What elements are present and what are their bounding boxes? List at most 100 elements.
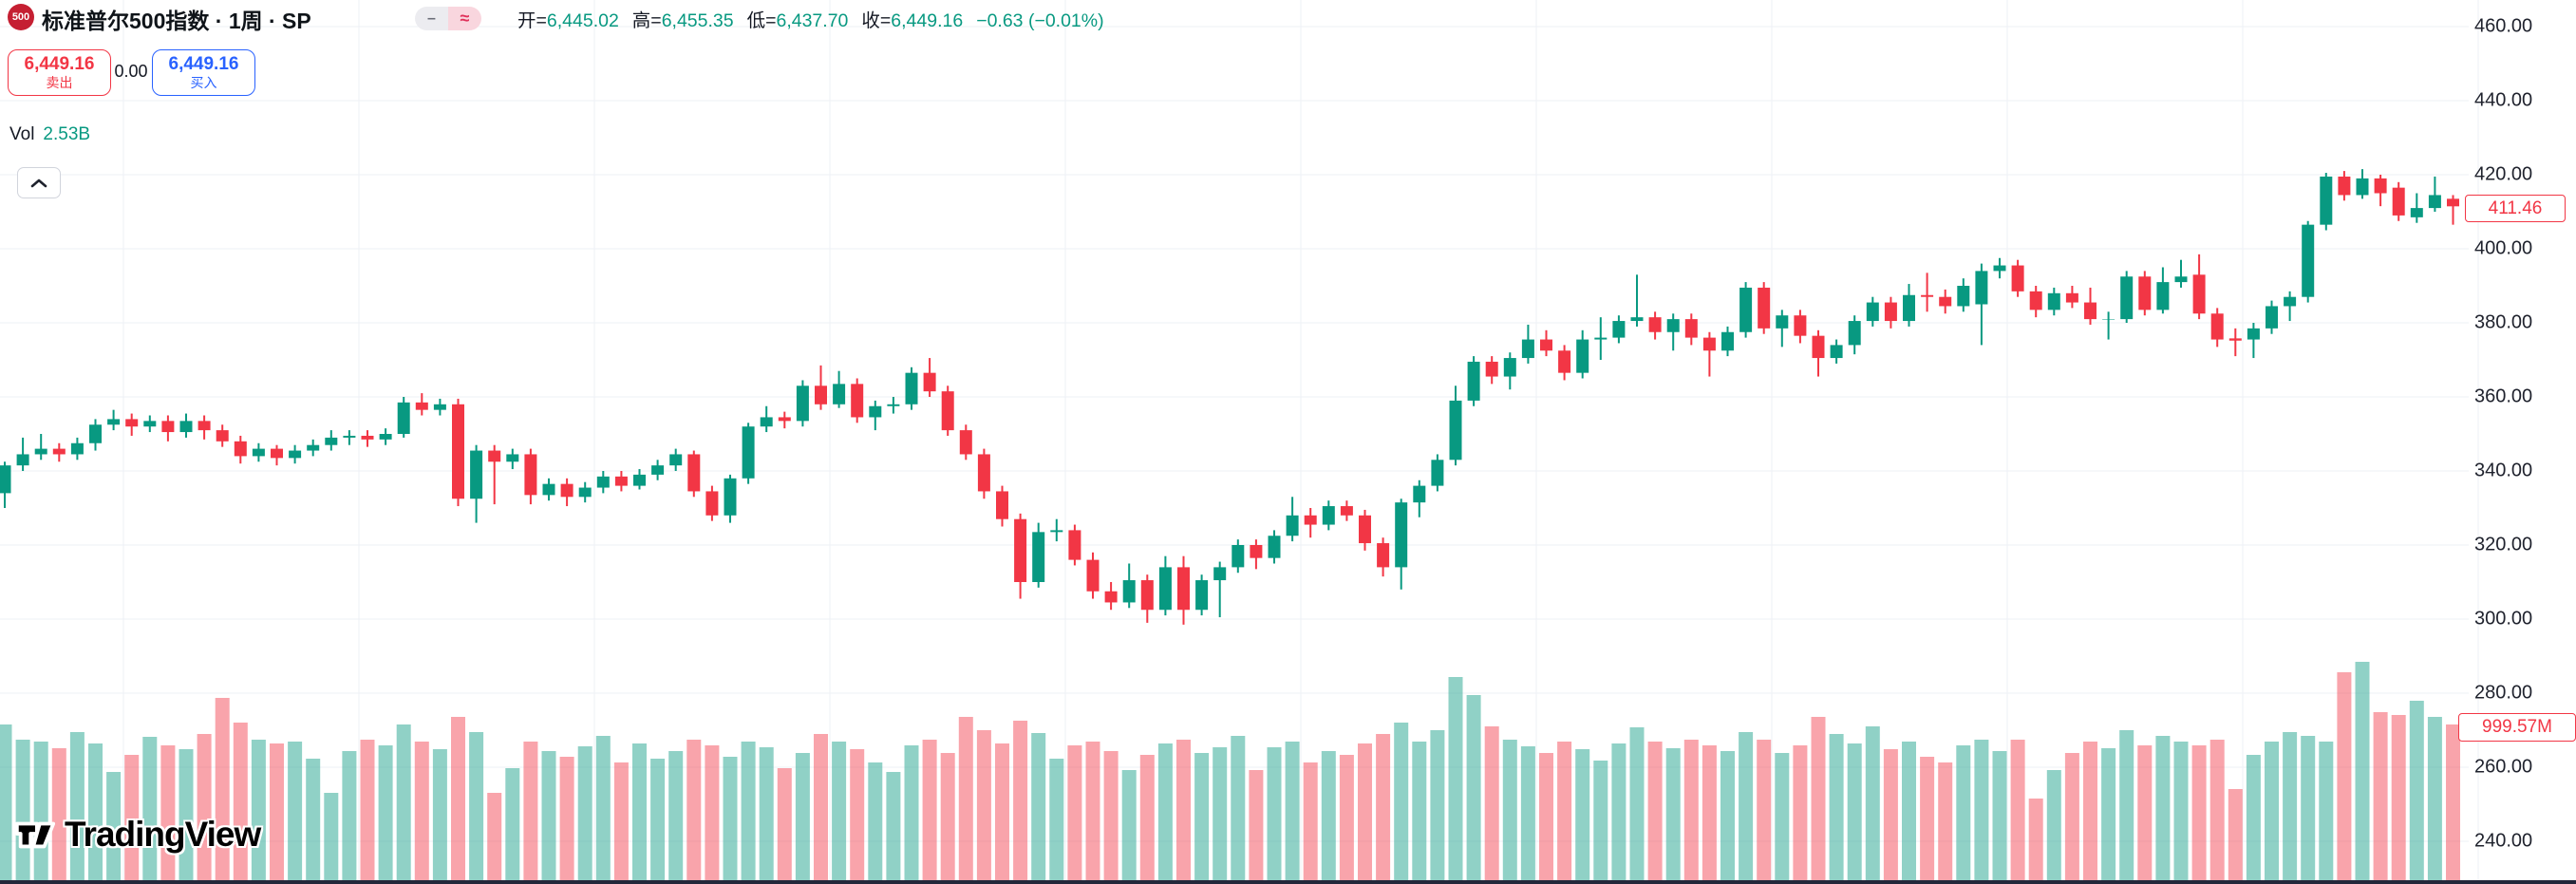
candle-body xyxy=(778,417,791,422)
candle-body xyxy=(161,421,175,433)
price-axis-label: 280.00 xyxy=(2474,682,2533,704)
collapse-panel-button[interactable] xyxy=(17,167,61,198)
candle-body xyxy=(869,405,882,418)
spread-value: 0.00 xyxy=(114,62,148,81)
sell-button[interactable]: 6,449.16 卖出 xyxy=(8,49,111,96)
candle-body xyxy=(851,384,864,418)
volume-bar xyxy=(523,742,538,884)
candle-body xyxy=(452,404,464,499)
volume-bar xyxy=(577,746,592,884)
price-axis-label: 400.00 xyxy=(2474,237,2533,259)
candle-body xyxy=(2447,198,2459,207)
volume-bar xyxy=(1757,740,1772,884)
volume-bar xyxy=(378,745,393,884)
volume-bar xyxy=(1067,745,1082,884)
candle-body xyxy=(2410,208,2423,217)
volume-bar xyxy=(1321,751,1336,884)
volume-bar xyxy=(1448,677,1463,884)
volume-bar xyxy=(1720,751,1735,884)
symbol-title[interactable]: 标准普尔500指数 · 1周 · SP xyxy=(42,9,311,33)
volume-bar xyxy=(0,724,12,884)
candle-wick xyxy=(2107,311,2110,340)
volume-bar xyxy=(1303,762,1318,884)
candle-body xyxy=(1540,339,1552,351)
volume-bar xyxy=(2427,717,2442,884)
last-price-label: 411.46 xyxy=(2465,195,2566,222)
volume-bar xyxy=(686,740,702,884)
buy-button[interactable]: 6,449.16 买入 xyxy=(152,49,255,96)
volume-bar xyxy=(160,745,176,884)
candle-body xyxy=(1014,518,1027,582)
candle-body xyxy=(977,454,990,492)
candle-body xyxy=(1702,337,1716,351)
ohlc-field-value: 6,449.16 xyxy=(891,10,964,31)
candle-body xyxy=(796,386,809,422)
candle-body xyxy=(1377,543,1390,568)
volume-bar xyxy=(487,793,502,884)
volume-bar xyxy=(2046,770,2061,884)
volume-bar xyxy=(2391,715,2406,884)
candle-body xyxy=(289,450,302,459)
candle-body xyxy=(506,454,519,462)
candle-body xyxy=(1140,580,1154,611)
ohlc-field-label: 高= xyxy=(631,10,662,31)
candle-body xyxy=(343,435,356,438)
volume-bar xyxy=(1157,743,1173,884)
price-axis-label: 240.00 xyxy=(2474,830,2533,852)
candle-body xyxy=(2428,195,2441,209)
candle-body xyxy=(1304,515,1317,525)
volume-bar xyxy=(1085,742,1100,884)
volume-bar xyxy=(2228,789,2243,884)
volume-bar xyxy=(976,730,991,884)
ohlc-readout: 开=6,445.02 高=6,455.35 低=6,437.70 收=6,449.16… xyxy=(517,5,1104,32)
volume-bar xyxy=(1865,726,1880,884)
volume-bar xyxy=(414,742,429,884)
chevron-up-icon xyxy=(30,179,47,187)
volume-bar xyxy=(2446,724,2460,884)
candle-wick xyxy=(493,444,496,505)
sell-label: 卖出 xyxy=(46,75,73,90)
volume-bar xyxy=(1829,734,1844,884)
approx-wave-toggle-icon[interactable]: ≈ xyxy=(448,7,481,30)
candle-body xyxy=(2392,187,2405,216)
candle-body xyxy=(252,448,265,457)
volume-bar xyxy=(33,742,48,884)
candle-body xyxy=(1050,530,1063,533)
candle-body xyxy=(2029,291,2042,310)
candle-body xyxy=(1068,530,1081,560)
candle-body xyxy=(887,404,900,406)
candle-body xyxy=(107,419,121,425)
volume-bar xyxy=(741,742,756,884)
volume-bar xyxy=(1938,762,1953,884)
volume-bar xyxy=(995,743,1009,884)
candle-body xyxy=(2228,338,2242,341)
candle-body xyxy=(578,487,592,498)
candle-body xyxy=(34,448,47,455)
volume-bar xyxy=(1683,740,1699,884)
tradingview-watermark-text: TradingView xyxy=(65,815,261,854)
candle-body xyxy=(2065,292,2078,303)
candle-body xyxy=(2156,282,2170,310)
candle-body xyxy=(2047,292,2060,310)
volume-bar xyxy=(1502,740,1517,884)
volume-bar xyxy=(15,740,30,884)
volume-bar xyxy=(233,723,248,884)
volume-bar xyxy=(1847,743,1862,884)
minimize-toggle-icon[interactable]: – xyxy=(415,7,448,30)
buy-price: 6,449.16 xyxy=(168,54,239,74)
volume-bar xyxy=(1466,695,1481,884)
candle-body xyxy=(179,421,193,433)
ohlc-field-value: 6,437.70 xyxy=(776,10,849,31)
volume-bar xyxy=(1139,755,1155,884)
candle-body xyxy=(1268,536,1281,558)
candle-body xyxy=(1086,559,1100,592)
candle-body xyxy=(905,372,918,404)
price-axis-label: 380.00 xyxy=(2474,311,2533,333)
candle-body xyxy=(2374,178,2387,194)
volume-bar xyxy=(2028,799,2043,884)
candle-wick xyxy=(40,434,43,461)
volume-bar xyxy=(2101,748,2116,884)
candle-body xyxy=(1286,515,1299,536)
candle-body xyxy=(2284,296,2297,307)
